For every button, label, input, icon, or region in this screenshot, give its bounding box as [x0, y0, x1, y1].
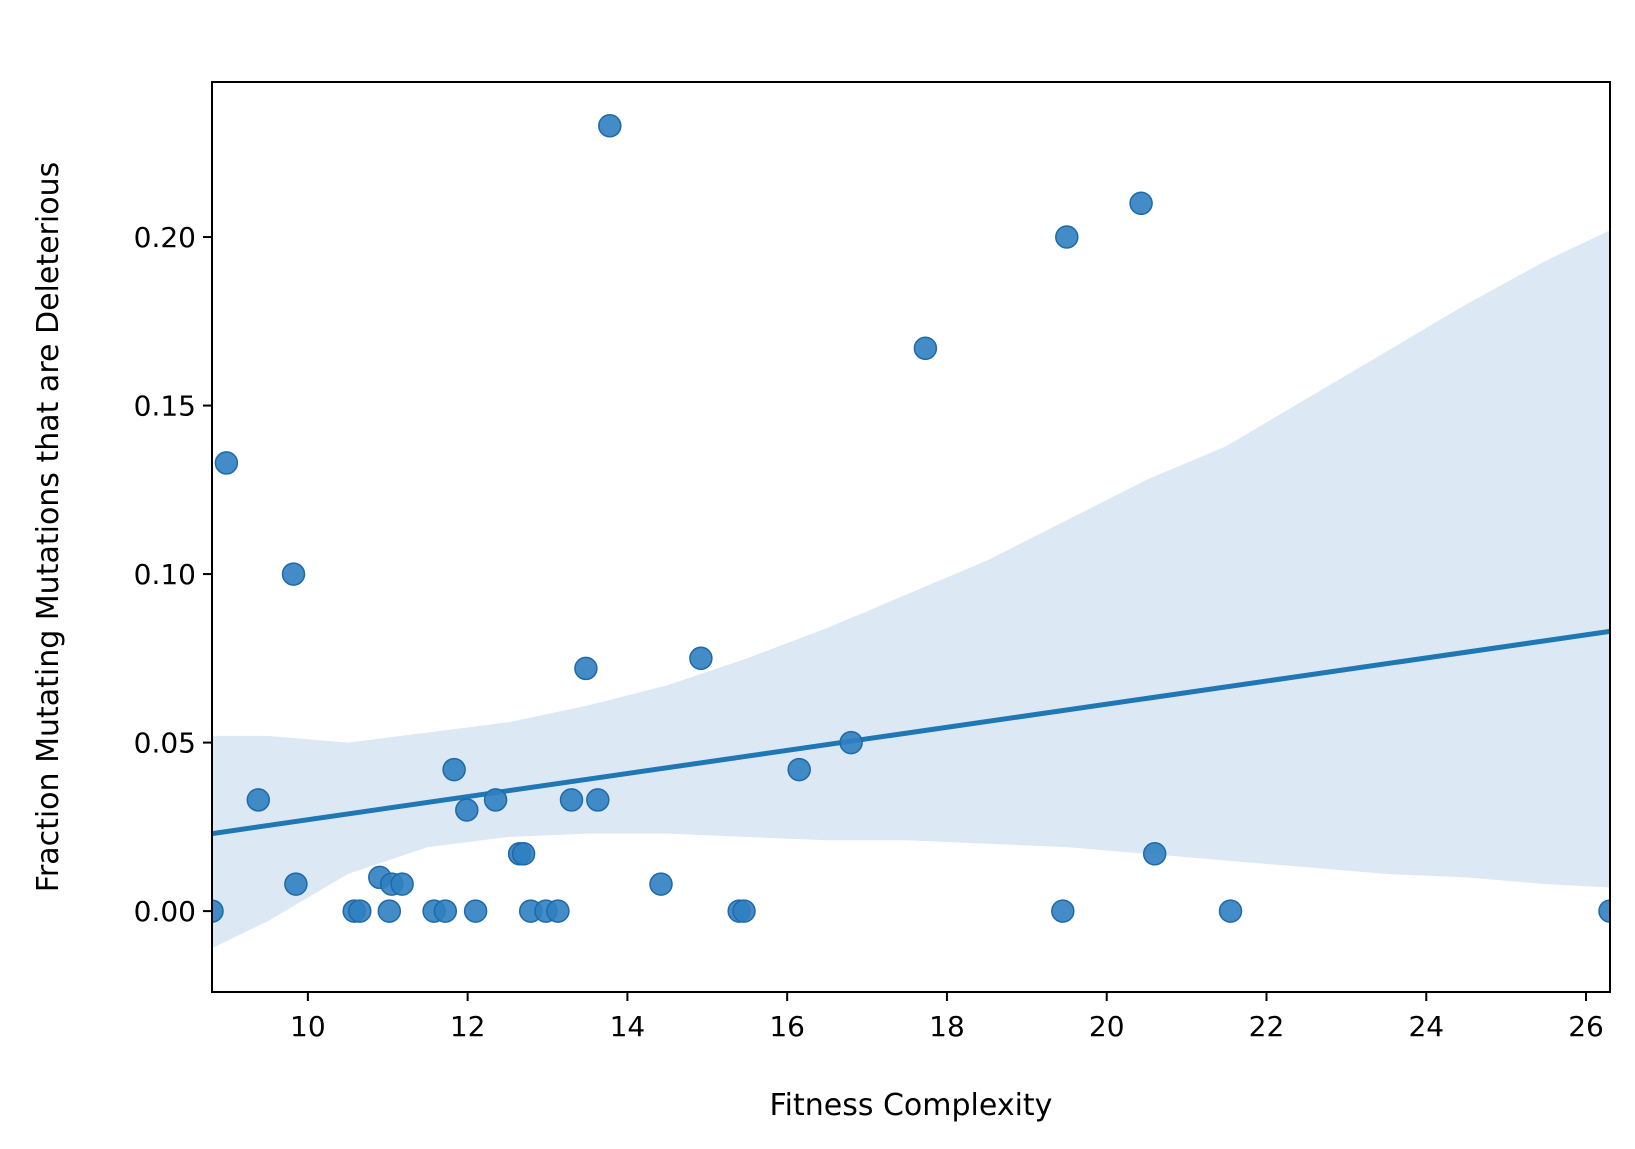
x-tick-label: 16	[769, 1010, 805, 1043]
data-point	[483, 788, 508, 812]
x-axis-label: Fitness Complexity	[770, 1088, 1053, 1123]
data-point	[787, 757, 811, 782]
regression-line	[212, 628, 1610, 837]
data-point	[390, 872, 414, 896]
y-tick-label: 0.15	[134, 390, 196, 423]
data-point	[1142, 842, 1167, 866]
x-tick-label: 10	[290, 1010, 326, 1043]
data-point	[1055, 225, 1079, 249]
data-point	[463, 899, 488, 923]
data-point	[348, 899, 372, 923]
x-tick-label: 26	[1568, 1010, 1604, 1043]
y-axis-label: Fraction Mutating Mutations that are Del…	[31, 162, 66, 892]
data-point	[649, 872, 673, 896]
data-point	[1129, 191, 1153, 216]
data-point	[1051, 899, 1075, 923]
data-point	[598, 114, 622, 138]
data-point	[455, 798, 479, 822]
data-points-layer	[212, 114, 1610, 923]
data-point	[246, 788, 271, 812]
data-point	[281, 562, 306, 586]
data-point	[284, 872, 308, 896]
data-point	[586, 788, 610, 812]
regression-line-layer	[212, 628, 1610, 837]
confidence-band-layer	[212, 230, 1610, 949]
data-point	[1218, 899, 1243, 923]
x-tick-label: 12	[450, 1010, 486, 1043]
data-point	[1598, 899, 1610, 923]
data-point	[214, 451, 239, 475]
y-tick-label: 0.05	[134, 727, 196, 760]
y-tick-label: 0.10	[134, 558, 196, 591]
data-point	[511, 842, 536, 866]
data-point	[689, 646, 713, 671]
x-axis-ticks: 10 12 14 16 18 20 22 24 26	[290, 992, 1604, 1043]
data-point	[546, 899, 570, 923]
y-tick-label: 0.00	[134, 895, 196, 928]
data-point	[574, 656, 598, 681]
data-point	[559, 788, 584, 812]
data-point	[839, 730, 863, 755]
x-tick-label: 18	[929, 1010, 965, 1043]
data-point	[732, 899, 756, 923]
x-tick-label: 14	[610, 1010, 646, 1043]
data-point	[442, 757, 466, 782]
x-tick-label: 20	[1089, 1010, 1125, 1043]
data-point	[433, 899, 458, 923]
confidence-band	[212, 230, 1610, 949]
y-axis-ticks: 0.00 0.05 0.10 0.15 0.20	[134, 221, 212, 928]
data-point	[212, 899, 224, 923]
x-tick-label: 24	[1408, 1010, 1444, 1043]
data-point	[377, 899, 402, 923]
x-tick-label: 22	[1249, 1010, 1285, 1043]
data-point	[913, 336, 938, 361]
y-tick-label: 0.20	[134, 221, 196, 254]
plot-frame	[211, 81, 1611, 993]
